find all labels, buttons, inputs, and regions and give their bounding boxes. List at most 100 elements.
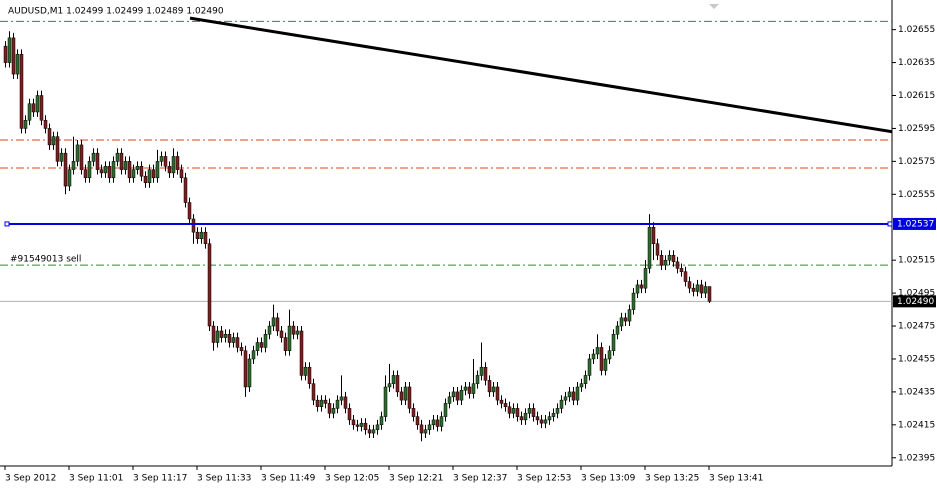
candle-body bbox=[587, 358, 592, 376]
x-tick-label: 3 Sep 13:09 bbox=[581, 474, 636, 484]
y-tick-label: 1.02615 bbox=[898, 91, 935, 101]
candle-body bbox=[147, 169, 152, 184]
candle-body bbox=[27, 103, 32, 121]
candle-body bbox=[675, 261, 680, 269]
candle-body bbox=[615, 325, 620, 335]
candle-body bbox=[635, 284, 640, 294]
candle-body bbox=[651, 226, 656, 244]
candle-body bbox=[179, 169, 184, 179]
candle-body bbox=[63, 152, 68, 187]
candle-body bbox=[99, 169, 104, 174]
candle-body bbox=[379, 416, 384, 426]
candle-body bbox=[631, 292, 636, 310]
candle-body bbox=[627, 309, 632, 322]
candle-body bbox=[471, 383, 476, 394]
candle-body bbox=[575, 386, 580, 401]
candle-body bbox=[451, 391, 456, 398]
candle-body bbox=[15, 54, 20, 75]
candle-body bbox=[363, 422, 368, 431]
candle-body bbox=[487, 380, 492, 393]
candle-body bbox=[251, 350, 256, 360]
candle-body bbox=[67, 169, 72, 187]
candle-body bbox=[291, 325, 296, 335]
candle-body bbox=[503, 403, 508, 407]
candle-body bbox=[151, 169, 156, 179]
y-tick-label: 1.02475 bbox=[898, 322, 935, 332]
candle-body bbox=[559, 399, 564, 409]
candle-body bbox=[267, 325, 272, 335]
candle-body bbox=[579, 383, 584, 388]
candle-body bbox=[279, 330, 284, 338]
y-tick-label: 1.02575 bbox=[898, 157, 935, 167]
candle-body bbox=[403, 386, 408, 401]
candle-body bbox=[591, 353, 596, 360]
candle-body bbox=[227, 334, 232, 343]
candle-body bbox=[667, 254, 672, 261]
candle-body bbox=[643, 268, 648, 289]
candle-body bbox=[3, 45, 8, 63]
candle-body bbox=[235, 337, 240, 348]
candle-body bbox=[295, 330, 300, 335]
candle-body bbox=[703, 286, 708, 294]
hline-label: 1.02537 bbox=[897, 219, 934, 229]
candle-body bbox=[311, 383, 316, 401]
candle-body bbox=[131, 169, 136, 179]
candle-body bbox=[39, 95, 44, 121]
candle-body bbox=[607, 350, 612, 360]
candle-body bbox=[351, 419, 356, 426]
candle-body bbox=[303, 366, 308, 376]
candle-body bbox=[103, 166, 108, 174]
candle-body bbox=[699, 284, 704, 294]
y-tick-label: 1.02435 bbox=[898, 387, 935, 397]
candle-body bbox=[511, 408, 516, 414]
candle-body bbox=[467, 386, 472, 394]
candle-body bbox=[447, 396, 452, 404]
candle-body bbox=[395, 375, 400, 393]
candle-body bbox=[111, 161, 116, 179]
candle-body bbox=[123, 161, 128, 170]
candle-body bbox=[219, 330, 224, 338]
candle-body bbox=[203, 231, 208, 244]
candle-body bbox=[163, 156, 168, 167]
x-tick-label: 3 Sep 13:41 bbox=[709, 474, 763, 484]
candle-body bbox=[583, 375, 588, 384]
candle-body bbox=[167, 166, 172, 174]
candle-body bbox=[319, 399, 324, 407]
candle-body bbox=[655, 243, 660, 256]
candle-body bbox=[95, 152, 100, 170]
candle-body bbox=[187, 202, 192, 220]
candle-body bbox=[523, 413, 528, 421]
candle-body bbox=[391, 375, 396, 384]
candle-body bbox=[707, 286, 712, 302]
candle-body bbox=[491, 386, 496, 393]
shift-marker bbox=[709, 4, 719, 9]
candle-body bbox=[519, 416, 524, 421]
x-tick-label: 3 Sep 13:25 bbox=[645, 474, 699, 484]
x-tick-label: 3 Sep 2012 bbox=[5, 474, 56, 484]
candle-body bbox=[127, 161, 132, 179]
candle-body bbox=[571, 391, 576, 401]
candle-body bbox=[603, 358, 608, 371]
candle-body bbox=[231, 337, 236, 343]
candle-body bbox=[475, 375, 480, 384]
candle-body bbox=[115, 152, 120, 162]
candle-body bbox=[507, 406, 512, 414]
candle-body bbox=[375, 424, 380, 431]
candle-body bbox=[647, 226, 652, 269]
candle-body bbox=[443, 403, 448, 417]
candle-body bbox=[663, 259, 668, 266]
candle-body bbox=[243, 350, 248, 388]
candle-body bbox=[287, 325, 292, 351]
candle-body bbox=[459, 390, 464, 401]
candle-body bbox=[483, 366, 488, 381]
y-tick-label: 1.02455 bbox=[898, 354, 935, 364]
x-tick-label: 3 Sep 11:01 bbox=[69, 474, 123, 484]
candle-body bbox=[275, 317, 280, 332]
x-tick-label: 3 Sep 11:33 bbox=[197, 474, 251, 484]
candle-body bbox=[567, 391, 572, 398]
candle-body bbox=[407, 386, 412, 409]
candle-body bbox=[555, 408, 560, 414]
candle-body bbox=[79, 144, 84, 170]
candle-body bbox=[31, 103, 36, 113]
